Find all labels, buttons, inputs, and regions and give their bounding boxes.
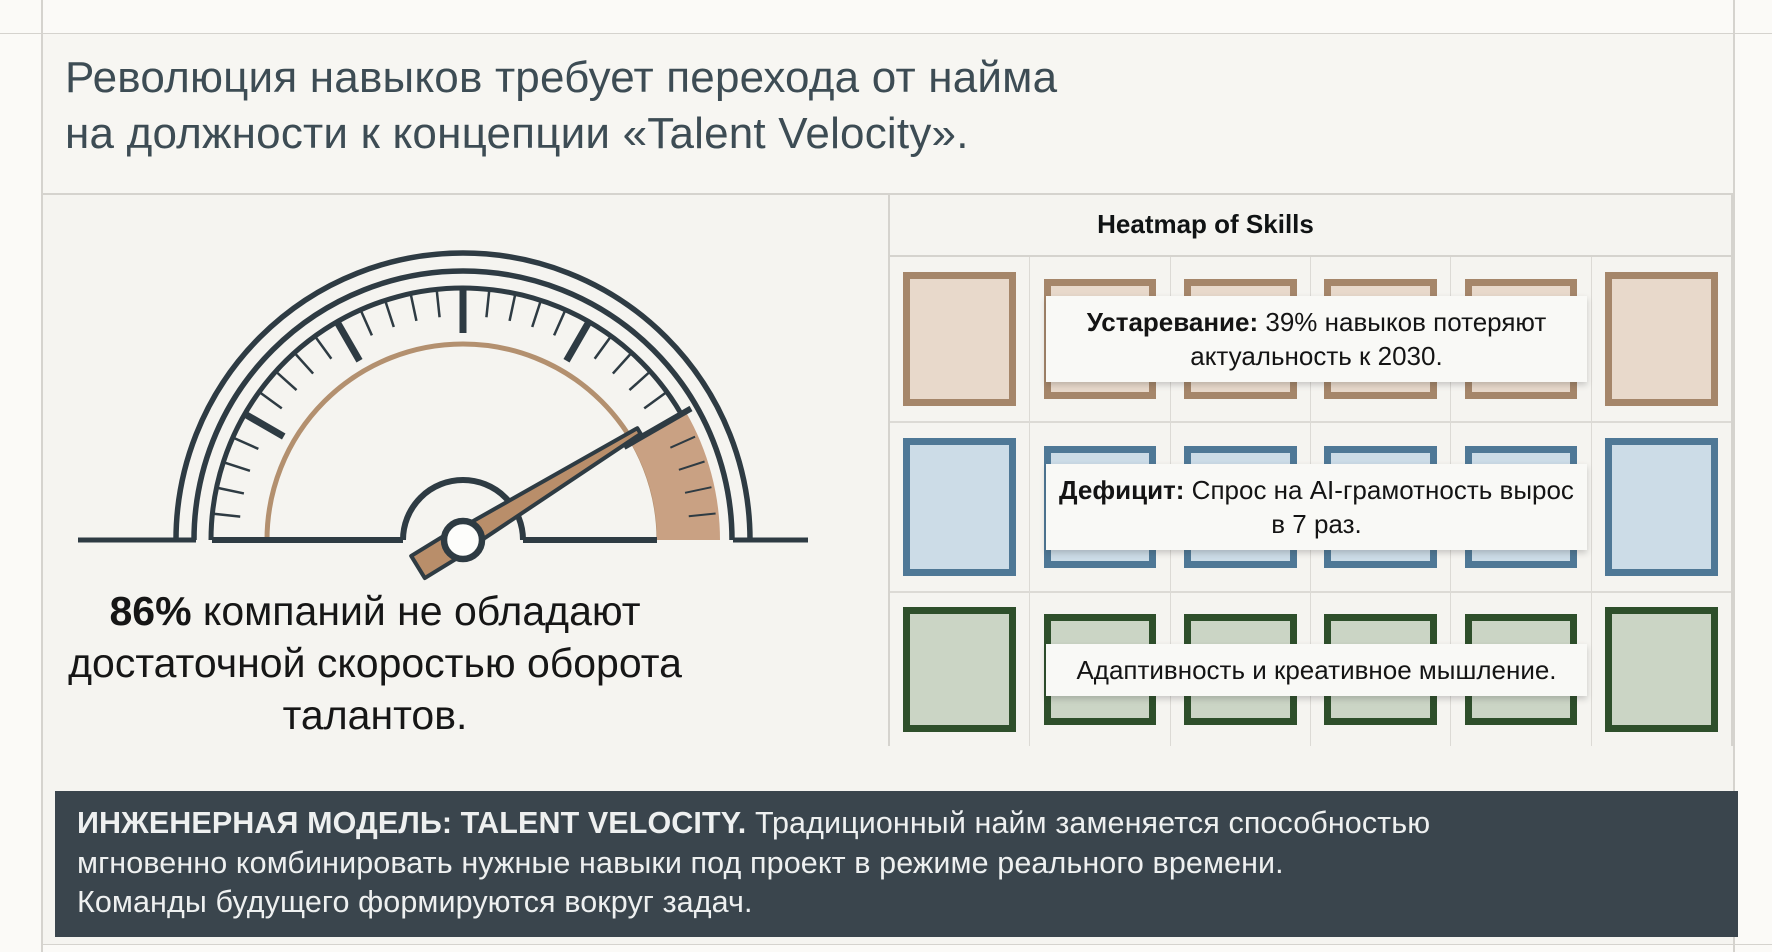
frame-line-bottom bbox=[41, 944, 1772, 945]
heatmap-row-obsolescence: Устаревание: 39% навыков потеряют актуал… bbox=[890, 257, 1731, 423]
heatmap-header: Heatmap of Skills bbox=[890, 193, 1731, 255]
banner-line1: ИНЖЕНЕРНАЯ МОДЕЛЬ: TALENT VELOCITY. Трад… bbox=[77, 804, 1677, 844]
callout-text: Адаптивность и креативное мышление. bbox=[1076, 654, 1557, 685]
callout-bold-text: Дефицит: bbox=[1059, 475, 1185, 505]
callout-bold-text: Устаревание: bbox=[1086, 307, 1259, 337]
heatmap-cell bbox=[890, 257, 1031, 421]
stat-text: компаний не обладают достаточной скорост… bbox=[68, 588, 682, 738]
banner-line3: Команды будущего формируются вокруг зада… bbox=[77, 885, 753, 919]
heatmap-row-adaptability: Адаптивность и креативное мышление. bbox=[890, 593, 1731, 746]
gauge-inner-tan-arc bbox=[264, 341, 662, 541]
gauge-needle bbox=[454, 426, 643, 552]
heatmap-row-deficit: Дефицит: Спрос на AI-грамотность вырос в… bbox=[890, 423, 1731, 593]
gauge-tick-ring-arc bbox=[208, 285, 684, 541]
stat-value: 86% bbox=[109, 588, 192, 634]
gauge-danger-wedge bbox=[631, 411, 720, 540]
gauge-wedge-ticks bbox=[669, 435, 716, 518]
gauge-ticks bbox=[212, 288, 668, 518]
callout-deficit: Дефицит: Спрос на AI-грамотность вырос в… bbox=[1045, 464, 1588, 550]
banner-heading: ИНЖЕНЕРНАЯ МОДЕЛЬ: TALENT VELOCITY. bbox=[77, 806, 747, 840]
callout-text: Спрос на AI-грамотность вырос в 7 раз. bbox=[1184, 475, 1574, 539]
heatmap-cell bbox=[1592, 593, 1731, 746]
heatmap-panel: Heatmap of Skills Устаревание: 39% навык… bbox=[888, 193, 1733, 746]
skill-square bbox=[1604, 606, 1718, 733]
banner-text: ИНЖЕНЕРНАЯ МОДЕЛЬ: TALENT VELOCITY. Трад… bbox=[77, 804, 1677, 923]
gauge-pivot bbox=[440, 517, 486, 563]
callout-obsolescence: Устаревание: 39% навыков потеряют актуал… bbox=[1045, 296, 1588, 382]
skill-square bbox=[1604, 438, 1718, 576]
engineering-model-banner: ИНЖЕНЕРНАЯ МОДЕЛЬ: TALENT VELOCITY. Трад… bbox=[55, 791, 1738, 937]
slide-title-line1: Революция навыков требует перехода от на… bbox=[65, 53, 1058, 102]
frame-line-top bbox=[0, 33, 1772, 34]
callout-text: 39% навыков потеряют актуальность к 2030… bbox=[1190, 307, 1547, 371]
frame-line-right bbox=[1733, 0, 1735, 952]
title-area bbox=[41, 33, 1733, 193]
gauge-stat: 86% компаний не обладают достаточной ско… bbox=[65, 585, 685, 741]
banner-line2: мгновенно комбинировать нужные навыки по… bbox=[77, 845, 1284, 880]
slide-title: Революция навыков требует перехода от на… bbox=[65, 50, 1465, 162]
frame-line-left bbox=[41, 0, 43, 952]
heatmap-cell bbox=[890, 423, 1031, 591]
heatmap-cell bbox=[1592, 257, 1731, 421]
skill-square bbox=[903, 271, 1017, 407]
banner-line1-rest: Традиционный найм заменяется способность… bbox=[746, 806, 1431, 840]
heatmap-grid: Устаревание: 39% навыков потеряют актуал… bbox=[890, 255, 1731, 746]
slide-title-line2: на должности к концепции «Talent Velocit… bbox=[65, 109, 969, 158]
callout-adaptability: Адаптивность и креативное мышление. bbox=[1045, 643, 1588, 696]
talent-velocity-gauge bbox=[78, 250, 808, 581]
gauge-wedge-edge bbox=[622, 405, 693, 450]
gauge-outer-arc-2 bbox=[191, 268, 735, 541]
skill-square bbox=[903, 606, 1017, 733]
title-divider-line bbox=[41, 193, 1733, 195]
gauge-outer-arc bbox=[173, 250, 753, 541]
heatmap-title: Heatmap of Skills bbox=[1097, 209, 1314, 239]
heatmap-cell bbox=[890, 593, 1031, 746]
skill-square bbox=[903, 438, 1017, 576]
heatmap-cell bbox=[1592, 423, 1731, 591]
skill-square bbox=[1604, 271, 1718, 407]
